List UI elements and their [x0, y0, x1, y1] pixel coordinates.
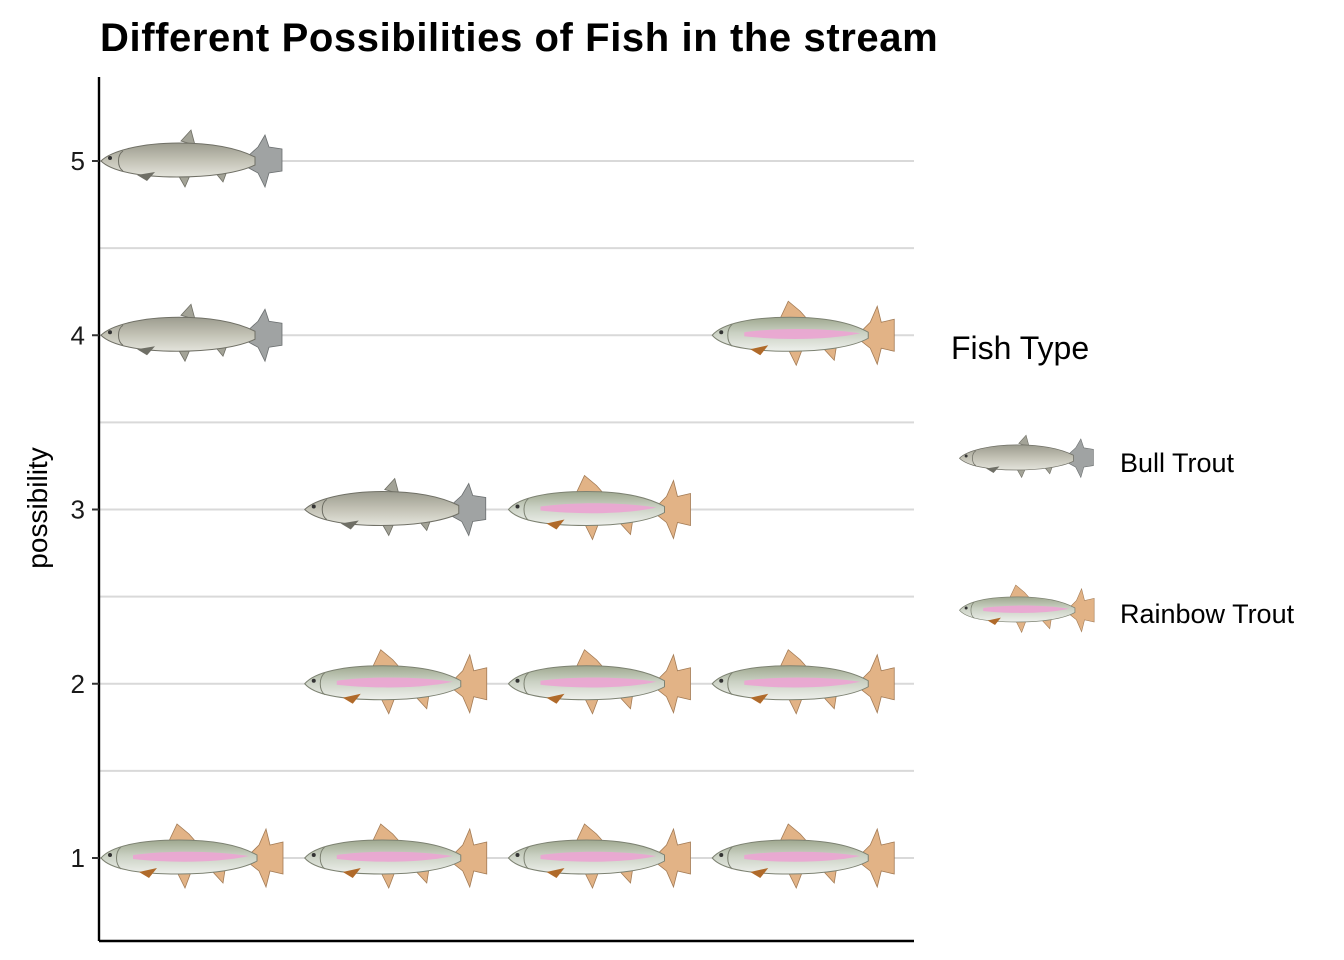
legend-rainbow-trout-label: Rainbow Trout — [1120, 599, 1295, 629]
rainbow-trout-icon — [711, 300, 895, 366]
legend-rainbow-trout-icon — [959, 584, 1095, 633]
legend-bull-trout-label: Bull Trout — [1120, 448, 1235, 478]
y-tick-label: 4 — [71, 320, 85, 350]
y-axis-title: possibility — [22, 447, 53, 568]
bull-trout-icon — [304, 478, 487, 536]
rainbow-trout-icon — [100, 823, 284, 889]
y-tick-label: 2 — [71, 669, 85, 699]
rainbow-trout-icon — [304, 649, 488, 715]
y-tick-label: 5 — [71, 146, 85, 176]
chart-title: Different Possibilities of Fish in the s… — [100, 16, 938, 60]
gridlines — [100, 160, 914, 859]
bull-trout-icon — [100, 129, 283, 188]
y-tick-label: 3 — [71, 495, 85, 525]
rainbow-trout-icon — [304, 823, 488, 889]
y-tick-label: 1 — [71, 843, 85, 873]
bull-trout-icon — [100, 303, 283, 362]
y-axis-ticks: 1 2 3 4 5 — [71, 146, 99, 873]
rainbow-trout-icon — [711, 823, 895, 889]
legend: Fish Type Bull Trout Rainbow Trout — [951, 330, 1295, 633]
rainbow-trout-icon — [711, 649, 895, 715]
rainbow-trout-icon — [508, 475, 691, 540]
legend-bull-trout-icon — [959, 434, 1094, 478]
rainbow-trout-icon — [508, 823, 691, 889]
legend-title: Fish Type — [951, 330, 1089, 366]
rainbow-trout-icon — [508, 649, 691, 715]
